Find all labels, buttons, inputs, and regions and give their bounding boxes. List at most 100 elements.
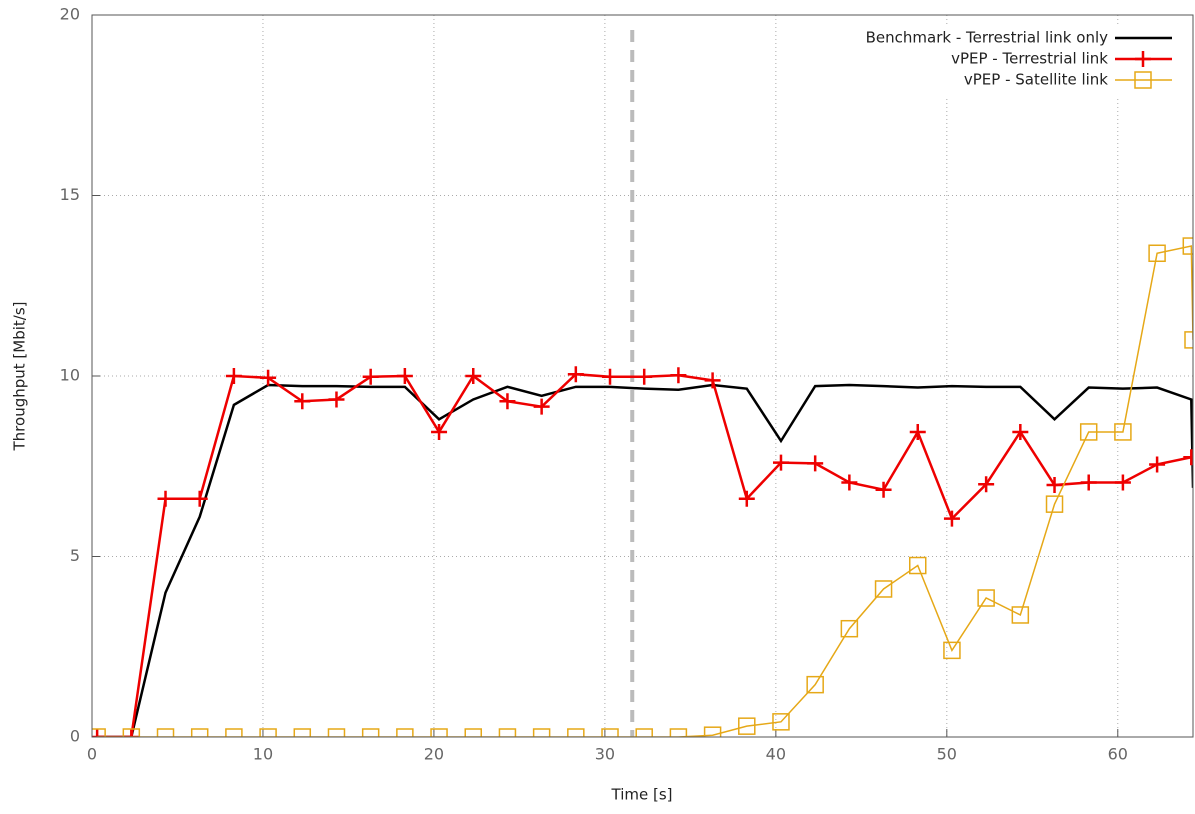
plus-marker [1080, 474, 1097, 491]
point [1184, 331, 1193, 349]
plus-marker [92, 729, 106, 737]
plus-marker [191, 490, 208, 507]
point [430, 728, 448, 737]
point [1149, 456, 1166, 473]
series-line [97, 372, 1192, 737]
plus-marker [567, 366, 584, 383]
plus-marker [1046, 477, 1063, 494]
point [259, 728, 277, 737]
point [772, 454, 789, 471]
plus-marker [1114, 474, 1131, 491]
series-line [97, 245, 1193, 737]
plus-marker [294, 393, 311, 410]
point [1080, 474, 1097, 491]
y-tick-label: 10 [60, 366, 80, 385]
plus-marker [1135, 51, 1151, 67]
point [293, 728, 312, 737]
y-axis-label: Throughput [Mbit/s] [11, 302, 29, 452]
point [636, 368, 653, 385]
point [738, 490, 755, 507]
point [703, 726, 722, 737]
point [225, 368, 242, 384]
point [977, 589, 995, 607]
plus-marker [328, 391, 345, 408]
point [1114, 474, 1131, 491]
point [191, 490, 208, 507]
point [670, 367, 687, 384]
point [92, 728, 106, 737]
point [260, 369, 277, 386]
point [431, 423, 448, 440]
point [92, 729, 106, 737]
point [1012, 423, 1029, 440]
point [361, 728, 380, 737]
plus-marker [875, 481, 892, 498]
x-tick-label: 30 [595, 745, 615, 764]
legend: Benchmark - Terrestrial link only vPEP - … [780, 24, 1190, 98]
plus-marker [1012, 423, 1029, 440]
point [1183, 449, 1193, 466]
x-tick-label: 0 [87, 745, 97, 764]
legend-label: vPEP - Satellite link [964, 71, 1108, 89]
point [498, 728, 517, 737]
point [122, 728, 141, 737]
y-tick-label: 0 [70, 727, 80, 746]
plus-marker [157, 490, 174, 507]
legend-label: vPEP - Terrestrial link [951, 50, 1108, 68]
point [567, 728, 585, 737]
x-tick-label: 60 [1108, 745, 1128, 764]
point [772, 713, 790, 731]
plus-marker [465, 368, 482, 384]
point [1114, 423, 1132, 441]
plus-marker [943, 510, 960, 527]
plus-marker [807, 455, 824, 472]
point [157, 490, 174, 507]
point [840, 619, 859, 638]
point [464, 728, 482, 737]
point [669, 728, 688, 737]
plus-marker [602, 368, 619, 385]
plus-marker [978, 476, 995, 493]
point [533, 398, 550, 415]
plus-marker [738, 490, 755, 507]
point [225, 728, 243, 737]
point [943, 641, 961, 660]
point [807, 455, 824, 472]
point [362, 368, 379, 385]
plot [92, 237, 1193, 737]
plus-marker [225, 368, 242, 384]
point [294, 393, 311, 410]
point [396, 368, 413, 384]
legend-marker [1134, 71, 1152, 89]
point [1011, 606, 1030, 624]
plus-marker [704, 372, 721, 389]
point [327, 728, 346, 737]
plus-marker [772, 454, 789, 471]
legend-label: Benchmark - Terrestrial link only [866, 29, 1109, 47]
point [943, 510, 960, 527]
point [909, 423, 926, 440]
plus-marker [362, 368, 379, 385]
plot-frame [91, 14, 1194, 738]
plus-marker [1183, 449, 1193, 466]
point [602, 368, 619, 385]
point [806, 675, 824, 694]
plus-marker [431, 423, 448, 440]
legend-bg [780, 24, 1190, 98]
plus-marker [533, 398, 550, 415]
y-tick-label: 20 [60, 5, 80, 24]
plus-marker [123, 729, 140, 737]
plus-marker [636, 368, 653, 385]
x-axis-label: Time [s] [611, 786, 673, 804]
x-tick-label: 20 [424, 745, 444, 764]
series-line [97, 383, 1193, 737]
point [567, 366, 584, 383]
plus-marker [841, 474, 858, 491]
plus-marker [909, 423, 926, 440]
point [328, 391, 345, 408]
point [156, 728, 175, 737]
point [499, 393, 516, 410]
point [909, 556, 927, 575]
x-tick-label: 40 [766, 745, 786, 764]
point [532, 728, 551, 737]
